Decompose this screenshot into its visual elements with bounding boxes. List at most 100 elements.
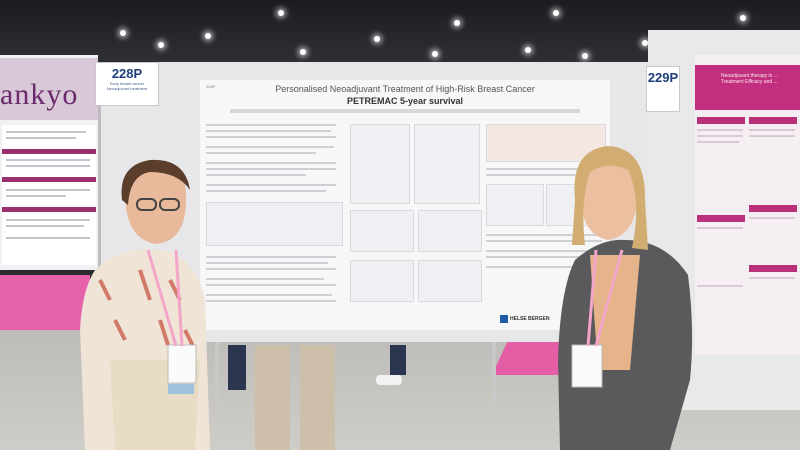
brand-banner [0,58,98,120]
text-line [206,130,331,132]
text-line [6,159,90,161]
text-line [206,256,336,258]
text-line [206,146,334,148]
text-line [206,136,336,138]
text-line [6,195,66,197]
section-band [749,205,797,212]
hospital-logo-text: HELSE BERGEN [510,316,550,322]
text-line [486,168,602,170]
text-line [206,162,336,164]
board-leg [215,342,219,410]
text-line [206,262,328,264]
research-poster: 228P Personalised Neoadjuvant Treatment … [200,80,610,330]
ceiling-light [300,49,306,55]
ceiling-light [454,20,460,26]
hospital-logo-icon [500,315,508,323]
ceiling-light [374,36,380,42]
text-line [206,174,306,176]
text-line [749,217,795,219]
text-line [486,266,586,268]
survival-curve [350,210,414,252]
background-person-legs [390,345,406,375]
flowchart [350,124,410,204]
ceiling-light [525,47,531,53]
poster-title: Personalised Neoadjuvant Treatment of Hi… [275,84,535,94]
text-line [486,256,602,258]
section-band [749,265,797,272]
text-line [697,285,743,287]
poster-header: Neoadjuvant therapy in ... Treatment Eff… [695,65,800,110]
text-line [206,168,336,170]
ceiling-light [740,15,746,21]
text-line [206,124,336,126]
section-band [697,117,745,124]
text-line [486,174,596,176]
section-band [2,149,96,154]
text-line [206,184,336,186]
ceiling-light [158,42,164,48]
text-line [697,135,743,137]
treatment-diagram [206,202,343,246]
data-table [414,124,480,204]
brand-logo-text: ankyo [0,78,79,111]
background-person-legs [300,345,335,450]
ceiling-light [120,30,126,36]
left-poster [2,125,96,265]
background-person-legs [228,345,246,390]
text-line [486,234,602,236]
text-line [206,268,336,270]
text-line [6,237,90,239]
board-number: 229P [647,70,679,85]
board-number-label: 228P Early breast cancer Neoadjuvant tre… [95,62,159,106]
ceiling-light [432,51,438,57]
text-line [749,129,795,131]
ceiling-light [205,33,211,39]
text-line [6,131,86,133]
text-line [697,129,743,131]
board-subtitle: Neoadjuvant treatment [106,86,148,91]
text-line [206,190,326,192]
poster-authors [230,109,580,113]
text-line [206,152,316,154]
board-number-label: 229P [646,66,680,112]
pink-carpet [0,275,90,330]
text-line [6,189,90,191]
text-line [697,227,743,229]
poster-heading: Neoadjuvant therapy in ... Treatment Eff… [721,73,778,85]
poster-code: 228P [206,84,216,89]
text-line [697,141,739,143]
ceiling-light [582,53,588,59]
text-line [6,165,90,167]
section-band [749,117,797,124]
survival-curve [350,260,414,302]
text-line [749,277,795,279]
ceiling-light [642,40,648,46]
text-line [749,135,795,137]
board-number: 228P [111,66,143,81]
text-line [6,219,90,221]
ceiling-light [553,10,559,16]
board-subtitle: Early breast cancer [109,81,145,86]
ceiling-light [278,10,284,16]
section-band [2,177,96,182]
text-line [206,284,336,286]
text-line [206,294,332,296]
text-line [206,278,324,280]
shoe [376,375,402,385]
section-band [697,215,745,222]
survival-curve [418,260,482,302]
right-poster: Neoadjuvant therapy in ... Treatment Eff… [695,55,800,355]
board-leg [492,342,496,410]
survival-curve [418,210,482,252]
background-person-legs [255,345,290,450]
survival-curve [486,184,544,226]
poster-subtitle: PETREMAC 5-year survival [346,96,464,106]
text-line [486,240,602,242]
text-line [6,137,76,139]
text-line [206,300,336,302]
section-band [2,207,96,212]
text-line [486,250,598,252]
